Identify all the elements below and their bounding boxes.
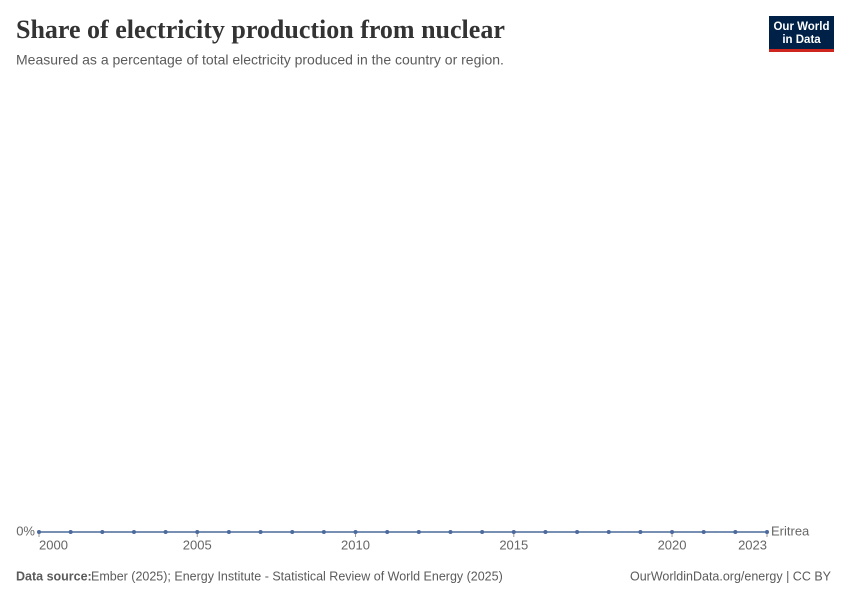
data-point — [321, 530, 326, 534]
source-label: Data source: — [16, 569, 92, 583]
x-tick-label: 2023 — [738, 537, 767, 552]
logo-text: Our World — [773, 21, 829, 33]
footer-link[interactable]: OurWorldinData.org/energy | CC BY — [630, 569, 832, 583]
data-point — [290, 530, 295, 534]
data-point — [543, 530, 548, 534]
data-point — [226, 530, 231, 534]
data-point — [163, 530, 168, 534]
y-tick-label: 0% — [16, 523, 35, 538]
data-point — [258, 530, 263, 534]
x-tick-label: 2010 — [341, 537, 370, 552]
data-point — [100, 530, 105, 534]
data-point — [638, 530, 643, 534]
data-point — [68, 530, 73, 534]
source: Ember (2025); Energy Institute - Statist… — [91, 569, 503, 583]
data-point — [670, 530, 675, 534]
chart-subtitle: Measured as a percentage of total electr… — [16, 52, 504, 68]
data-point — [353, 530, 358, 534]
data-point — [480, 530, 485, 534]
data-point — [606, 530, 611, 534]
data-point — [416, 530, 421, 534]
series-label: Eritrea — [771, 523, 810, 538]
data-point — [385, 530, 390, 534]
data-point — [575, 530, 580, 534]
data-point — [131, 530, 136, 534]
data-point — [195, 530, 200, 534]
data-point — [448, 530, 453, 534]
logo-box[interactable] — [769, 16, 834, 52]
x-tick-label: 2000 — [39, 537, 68, 552]
logo-text: in Data — [782, 34, 821, 46]
data-point — [765, 530, 769, 534]
data-point — [37, 530, 41, 534]
x-tick-label: 2015 — [499, 537, 528, 552]
data-point — [733, 530, 738, 534]
chart-title: Share of electricity production from nuc… — [16, 15, 505, 44]
x-tick-label: 2005 — [183, 537, 212, 552]
x-tick-label: 2020 — [658, 537, 687, 552]
data-point — [701, 530, 706, 534]
data-point — [511, 530, 516, 534]
logo-stripe — [769, 49, 834, 52]
